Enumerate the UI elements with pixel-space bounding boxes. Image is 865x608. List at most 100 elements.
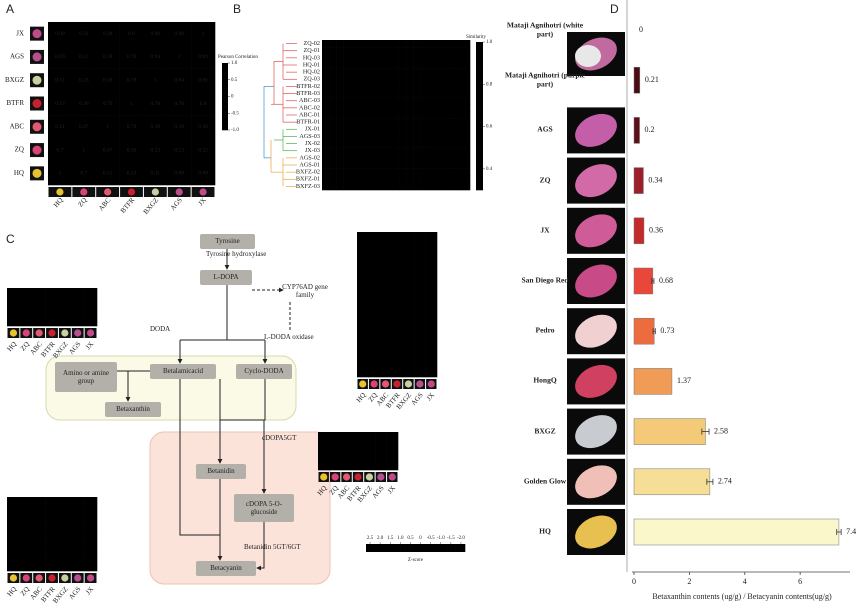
heatmap-cell — [378, 161, 386, 169]
heatmap-cell — [378, 140, 386, 148]
heatmap-cell — [350, 111, 358, 119]
x-tick-label: 6 — [798, 577, 802, 586]
heatmap-cell — [364, 161, 372, 169]
heatmap-cell — [368, 369, 381, 378]
heatmap-cell — [425, 311, 438, 320]
colorbar-tick-label: 0.8 — [486, 82, 493, 87]
heatmap-cell — [19, 288, 34, 294]
heatmap-cell — [414, 232, 426, 240]
colorbar-segment — [476, 108, 483, 113]
heatmap-cell — [425, 333, 438, 342]
heatmap-cell — [391, 246, 404, 255]
heatmap-cell — [455, 154, 464, 162]
heatmap-cell — [350, 40, 358, 48]
heatmap-cell — [392, 61, 400, 69]
zscore-segment — [422, 544, 426, 552]
cell-label: 0.94 — [174, 77, 184, 83]
heatmap-cell — [364, 68, 372, 77]
heatmap-cell — [441, 111, 450, 119]
heatmap-cell — [7, 509, 21, 516]
heatmap-cell — [427, 90, 436, 98]
cell-label: 0.8 — [128, 31, 135, 37]
colorbar-segment — [476, 97, 483, 102]
heatmap-cell — [71, 297, 85, 303]
heatmap-cell — [71, 45, 97, 69]
heatmap-cell — [371, 47, 379, 55]
heatmap-cell — [84, 316, 98, 322]
heatmap-cell — [427, 154, 436, 162]
heatmap-cell — [391, 348, 404, 356]
heatmap-cell — [402, 348, 415, 356]
cell-label: 0.11 — [55, 124, 65, 130]
heatmap-cell — [371, 147, 379, 155]
heatmap-cell — [441, 82, 450, 91]
heatmap-cell — [191, 91, 216, 116]
heatmap-cell — [425, 348, 438, 356]
heatmap-cell — [455, 182, 464, 191]
cell-label: 0.23 — [79, 54, 89, 60]
panel-label: C — [6, 232, 15, 246]
heatmap-cell — [45, 564, 59, 572]
cell-label: 0.76 — [127, 54, 137, 60]
heatmap-cell — [427, 75, 436, 84]
heatmap-cell — [322, 125, 330, 134]
heatmap-cell — [414, 282, 426, 291]
heatmap-cell — [45, 527, 59, 535]
heatmap-cell — [385, 168, 393, 177]
colorbar-segment — [476, 53, 483, 58]
row-label: ZQ-03 — [304, 76, 321, 83]
heatmap-cell — [441, 68, 450, 77]
leaf — [575, 45, 601, 67]
heatmap-cell — [434, 61, 443, 69]
heatmap-cell — [441, 161, 450, 169]
colorbar-tick-label: -0.5 — [231, 111, 239, 116]
heatmap-cell — [167, 161, 192, 186]
flower — [342, 473, 351, 481]
heatmap-cell — [386, 436, 399, 442]
heatmap-cell — [19, 311, 34, 317]
heatmap-cell — [95, 91, 120, 116]
heatmap-cell — [322, 75, 330, 84]
heatmap-cell — [7, 546, 21, 553]
cell-label: 0.96 — [151, 31, 161, 37]
zscore-segment — [425, 544, 429, 552]
cell-label: 0.23 — [174, 147, 184, 153]
zscore-tick-label: 2.0 — [377, 536, 384, 541]
heatmap-cell — [167, 45, 192, 69]
flower — [61, 574, 69, 582]
heatmap-cell — [434, 161, 443, 169]
zscore-segment — [368, 544, 372, 552]
flower — [416, 380, 424, 388]
heatmap-cell — [420, 97, 429, 105]
column-label: BXGZ — [142, 196, 160, 216]
colorbar-segment — [222, 101, 228, 104]
colorbar-segment — [476, 167, 483, 172]
betaxanthin-region — [45, 355, 297, 421]
flower — [61, 329, 69, 337]
heatmap-cell — [427, 175, 436, 184]
heatmap-cell — [391, 369, 404, 378]
colorbar-segment — [476, 45, 483, 50]
heatmap-cell — [357, 161, 365, 169]
heatmap-cell — [402, 261, 415, 269]
heatmap-cell — [371, 175, 379, 184]
heatmap-cell — [19, 302, 34, 308]
heatmap-cell — [391, 304, 404, 313]
heatmap-cell — [71, 546, 85, 553]
heatmap-cell — [357, 118, 365, 127]
heatmap-cell — [427, 40, 436, 48]
zscore-segment — [462, 544, 466, 552]
heatmap-cell — [48, 45, 73, 69]
heatmap-cell — [32, 509, 46, 516]
flower — [127, 188, 136, 196]
cell-label: 0.76 — [127, 124, 137, 130]
heatmap-cell — [191, 45, 216, 69]
zscore-segment — [435, 544, 439, 552]
colorbar-segment — [222, 108, 228, 111]
heatmap-cell — [322, 118, 330, 127]
zscore-segment — [375, 544, 379, 552]
heatmap-cell — [455, 75, 464, 84]
heatmap-cell — [413, 161, 421, 169]
heatmap-cell — [462, 125, 471, 134]
heatmap-cell — [32, 316, 46, 322]
